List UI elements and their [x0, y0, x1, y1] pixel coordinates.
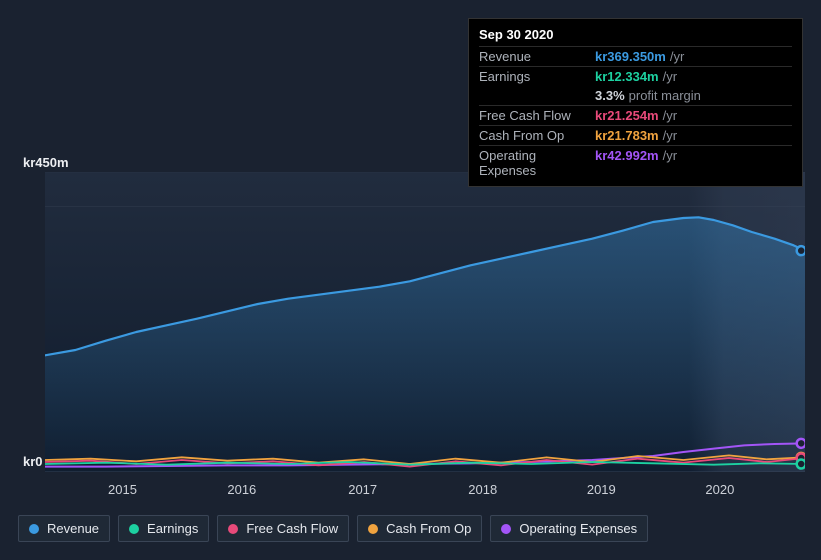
legend-label: Earnings: [147, 521, 198, 536]
tooltip-row-label: Earnings: [479, 69, 595, 84]
tooltip-row-value: kr21.783m: [595, 128, 659, 143]
tooltip-row-value: kr369.350m: [595, 49, 666, 64]
legend-dot-icon: [368, 524, 378, 534]
tooltip-row-value: kr42.992m: [595, 148, 659, 163]
legend-dot-icon: [501, 524, 511, 534]
legend-item-earnings[interactable]: Earnings: [118, 515, 209, 542]
financial-chart: [45, 172, 805, 472]
tooltip-row-suffix: /yr: [663, 128, 677, 143]
legend-item-operating-expenses[interactable]: Operating Expenses: [490, 515, 648, 542]
x-axis-tick: 2016: [227, 482, 256, 497]
legend-label: Free Cash Flow: [246, 521, 338, 536]
hover-tooltip: Sep 30 2020 Revenuekr369.350m/yrEarnings…: [468, 18, 803, 187]
tooltip-row: Cash From Opkr21.783m/yr: [479, 125, 792, 145]
tooltip-row-suffix: /yr: [663, 148, 677, 163]
tooltip-row-value: kr21.254m: [595, 108, 659, 123]
tooltip-row: Operating Expenseskr42.992m/yr: [479, 145, 792, 180]
tooltip-row-value: 3.3%: [595, 88, 625, 103]
tooltip-date: Sep 30 2020: [479, 25, 792, 46]
legend-label: Revenue: [47, 521, 99, 536]
x-axis-tick: 2020: [705, 482, 734, 497]
tooltip-row-value: kr12.334m: [595, 69, 659, 84]
legend-dot-icon: [228, 524, 238, 534]
tooltip-row: 3.3% profit margin: [479, 86, 792, 105]
tooltip-row-suffix: profit margin: [629, 88, 701, 103]
tooltip-row-label: Revenue: [479, 49, 595, 64]
legend-dot-icon: [129, 524, 139, 534]
legend-label: Cash From Op: [386, 521, 471, 536]
tooltip-row-label: Cash From Op: [479, 128, 595, 143]
x-axis-tick: 2019: [587, 482, 616, 497]
legend: Revenue Earnings Free Cash Flow Cash From O…: [18, 515, 648, 542]
tooltip-row: Earningskr12.334m/yr: [479, 66, 792, 86]
x-axis-tick: 2018: [468, 482, 497, 497]
tooltip-row-label: Operating Expenses: [479, 148, 595, 178]
legend-item-revenue[interactable]: Revenue: [18, 515, 110, 542]
tooltip-row-suffix: /yr: [663, 108, 677, 123]
legend-item-cash-from-op[interactable]: Cash From Op: [357, 515, 482, 542]
y-axis-bottom-label: kr0: [23, 454, 43, 469]
x-axis-tick: 2015: [108, 482, 137, 497]
tooltip-row-suffix: /yr: [670, 49, 684, 64]
legend-label: Operating Expenses: [519, 521, 637, 536]
tooltip-row: Free Cash Flowkr21.254m/yr: [479, 105, 792, 125]
tooltip-row: Revenuekr369.350m/yr: [479, 46, 792, 66]
tooltip-row-label: Free Cash Flow: [479, 108, 595, 123]
y-axis-top-label: kr450m: [23, 155, 69, 170]
x-axis-tick: 2017: [348, 482, 377, 497]
tooltip-row-suffix: /yr: [663, 69, 677, 84]
legend-dot-icon: [29, 524, 39, 534]
legend-item-free-cash-flow[interactable]: Free Cash Flow: [217, 515, 349, 542]
